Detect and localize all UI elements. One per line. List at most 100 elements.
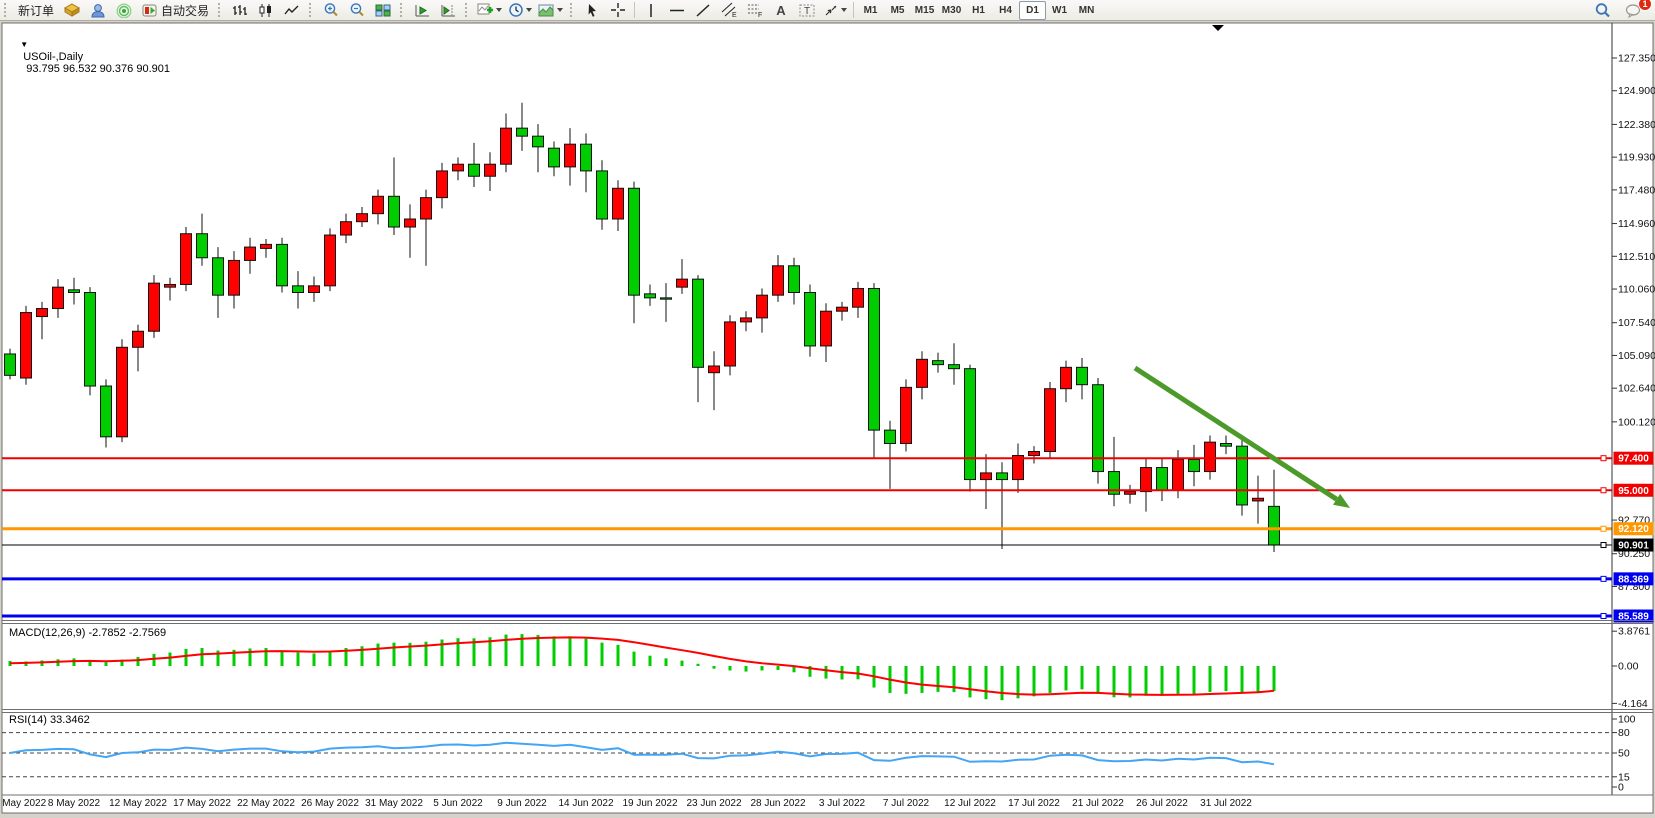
zoom-out-icon[interactable]: [344, 0, 370, 20]
timeframe-d1-button[interactable]: D1: [1019, 0, 1047, 20]
timeframe-m15-button[interactable]: M15: [914, 4, 935, 16]
macd-histogram-bar: [1176, 666, 1180, 694]
timeframe-mn-button[interactable]: MN: [1078, 4, 1095, 16]
candlestick: [196, 213, 208, 266]
timeframe-m1-button[interactable]: M1: [863, 4, 878, 16]
horizontal-line-tool-icon[interactable]: [664, 0, 690, 20]
price-line-handle[interactable]: [1600, 525, 1607, 532]
macd-histogram-bar: [8, 661, 12, 666]
macd-histogram-bar: [328, 650, 332, 666]
price-line-axis-label: [1613, 572, 1654, 586]
date-axis-label: 22 May 2022: [237, 798, 295, 809]
date-axis-label: 23 Jun 2022: [686, 798, 741, 809]
search-icon[interactable]: [1589, 0, 1615, 20]
arrows-objects-button[interactable]: [820, 0, 850, 20]
candlestick: [388, 157, 400, 236]
candlestick: [308, 276, 320, 302]
timeframe-h4-button[interactable]: H4: [999, 4, 1012, 16]
date-axis-label: 9 Jun 2022: [497, 798, 547, 809]
date-axis-label: 31 Jul 2022: [1200, 798, 1252, 809]
text-tool-icon[interactable]: A: [768, 0, 794, 20]
price-line-handle[interactable]: [1600, 542, 1607, 549]
macd-histogram-bar: [1272, 666, 1276, 692]
trend-arrow-annotation[interactable]: [1133, 365, 1350, 508]
price-line-handle[interactable]: [1600, 613, 1607, 620]
macd-histogram-bar: [552, 636, 556, 666]
macd-histogram-bar: [1208, 666, 1212, 693]
candlestick: [340, 213, 352, 244]
candlestick: [724, 315, 736, 376]
candlestick: [1252, 475, 1264, 524]
macd-histogram-bar: [1112, 666, 1116, 698]
svg-text:97.400: 97.400: [1618, 454, 1649, 465]
macd-histogram-bar: [520, 634, 524, 666]
toolbar-grip[interactable]: [4, 3, 10, 17]
date-axis-label: 17 May 2022: [173, 798, 231, 809]
line-chart-mode-icon[interactable]: [279, 0, 305, 20]
macd-histogram-bar: [712, 666, 716, 669]
toolbar-grip[interactable]: [400, 3, 406, 17]
zoom-in-icon[interactable]: [318, 0, 344, 20]
vertical-line-tool-icon[interactable]: [638, 0, 664, 20]
candlestick: [980, 454, 992, 509]
toolbar-grip[interactable]: [570, 3, 576, 17]
svg-text:T: T: [804, 6, 810, 17]
macd-histogram-bar: [472, 638, 476, 666]
candlestick-mode-icon[interactable]: [253, 0, 279, 20]
chat-bubble-icon: [1625, 4, 1641, 18]
notifications-chat-button[interactable]: 1: [1621, 0, 1652, 20]
macd-histogram-bar: [360, 646, 364, 666]
toolbar-grip[interactable]: [309, 3, 315, 17]
toolbar-grip[interactable]: [465, 3, 471, 17]
tile-windows-icon[interactable]: [370, 0, 396, 20]
add-indicator-button[interactable]: [474, 0, 505, 20]
macd-histogram-bar: [616, 644, 620, 666]
signals-broadcast-icon[interactable]: [111, 0, 137, 20]
new-order-button[interactable]: 新订单: [18, 3, 55, 18]
macd-histogram-bar: [216, 650, 220, 666]
candlestick: [212, 247, 224, 318]
bar-chart-mode-icon[interactable]: [227, 0, 253, 20]
price-axis-tick-label: 119.930: [1618, 152, 1655, 164]
chart-shift-icon[interactable]: [435, 0, 461, 20]
price-line-handle[interactable]: [1600, 455, 1607, 462]
trendline-tool-icon[interactable]: [690, 0, 716, 20]
timeframe-m5-button[interactable]: M5: [890, 4, 905, 16]
chart-shift-marker-icon[interactable]: [1212, 25, 1224, 31]
macd-histogram-bar: [280, 650, 284, 666]
macd-histogram-bar: [920, 666, 924, 693]
price-line-handle[interactable]: [1600, 575, 1607, 582]
candlestick: [148, 275, 160, 338]
crosshair-tool-icon[interactable]: [605, 0, 631, 20]
candlestick: [420, 189, 432, 266]
macd-histogram-bar: [440, 639, 444, 666]
candlestick: [84, 287, 96, 396]
timeframe-w1-button[interactable]: W1: [1052, 4, 1068, 16]
macd-histogram-bar: [456, 638, 460, 666]
toolbar-grip[interactable]: [218, 3, 224, 17]
svg-text:E: E: [732, 12, 737, 18]
fibonacci-tool-icon[interactable]: F: [742, 0, 768, 20]
date-axis-label: 19 Jun 2022: [622, 798, 677, 809]
timeframe-h1-button[interactable]: H1: [972, 4, 985, 16]
candlestick: [596, 160, 608, 230]
market-watch-icon[interactable]: [59, 0, 85, 20]
macd-histogram-bar: [568, 636, 572, 666]
candlestick: [836, 301, 848, 321]
chart-template-button[interactable]: [535, 0, 566, 20]
auto-trading-button[interactable]: 自动交易: [137, 0, 214, 20]
price-line-handle[interactable]: [1600, 487, 1607, 494]
text-label-tool-icon[interactable]: T: [794, 0, 820, 20]
price-axis-tick-label: 127.350: [1618, 53, 1655, 65]
timeframe-m30-button[interactable]: M30: [941, 4, 962, 16]
accounts-profile-icon[interactable]: [85, 0, 111, 20]
equidistant-channel-tool-icon[interactable]: E: [716, 0, 742, 20]
auto-scroll-icon[interactable]: [409, 0, 435, 20]
period-clock-button[interactable]: [505, 0, 535, 20]
macd-histogram-bar: [584, 638, 588, 666]
rsi-line: [9, 741, 1275, 766]
cursor-tool-icon[interactable]: [579, 0, 605, 20]
macd-histogram-bar: [72, 658, 76, 666]
macd-histogram-bar: [152, 653, 156, 666]
